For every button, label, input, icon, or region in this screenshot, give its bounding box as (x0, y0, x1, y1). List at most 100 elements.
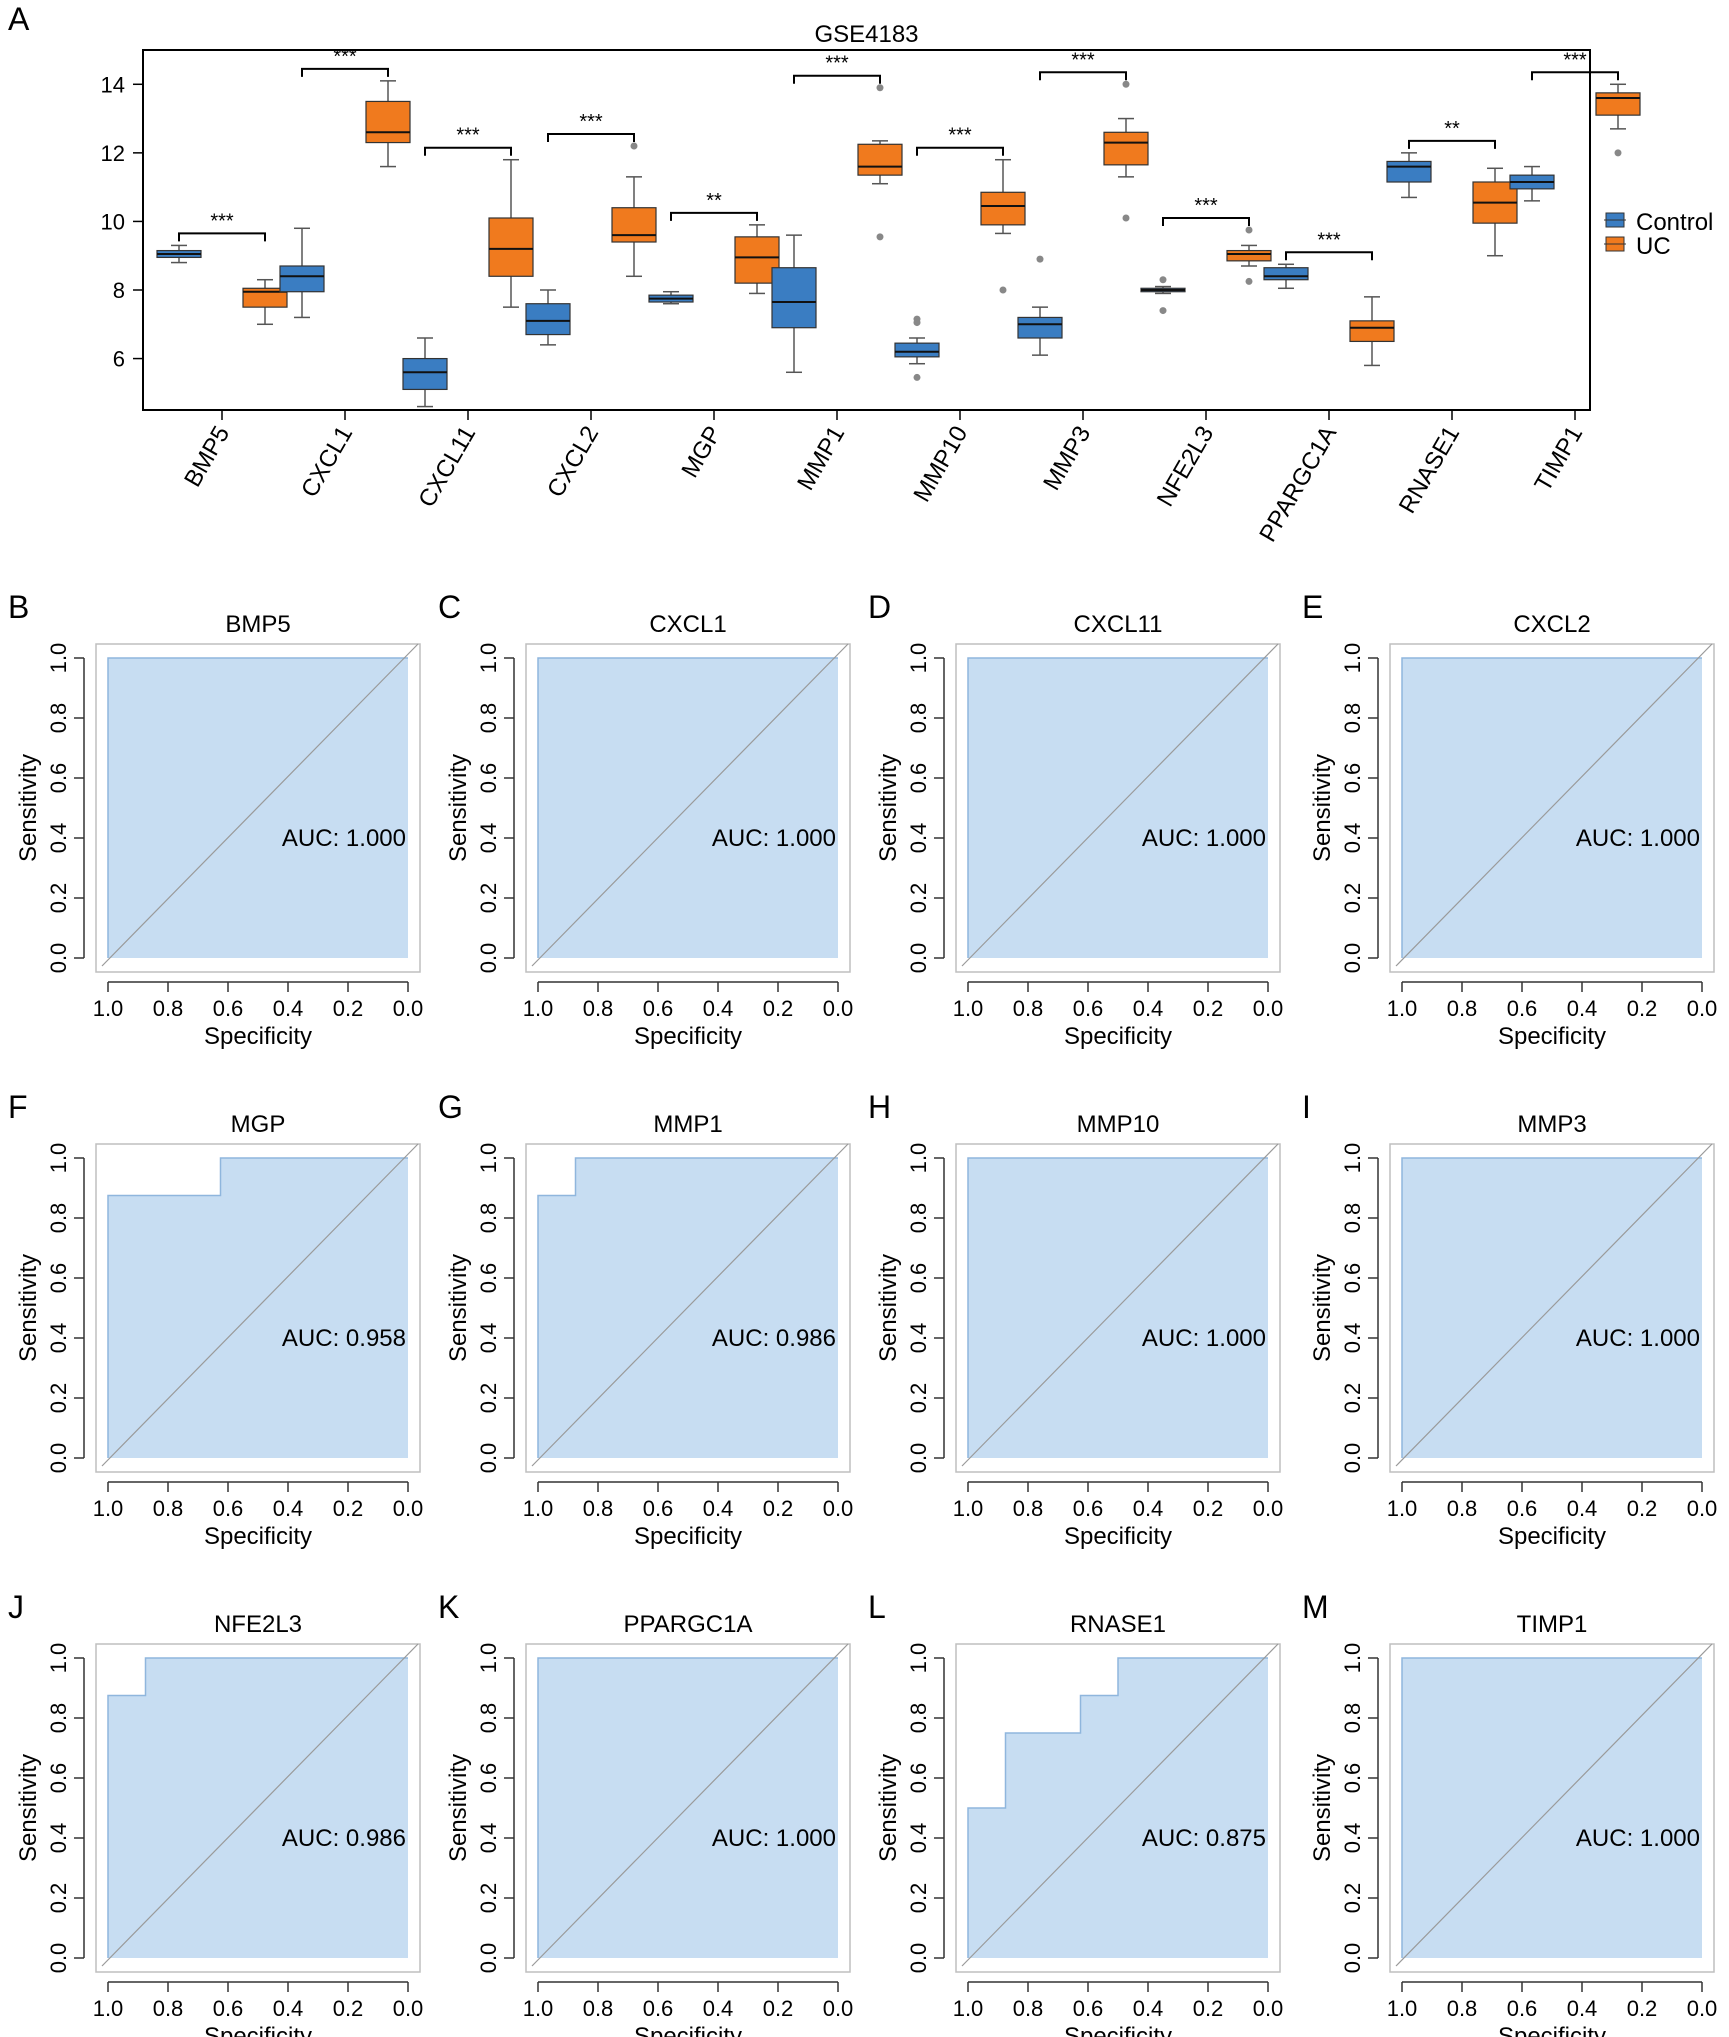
roc-x-tick-label: 0.8 (1013, 996, 1044, 1021)
roc-auc-label: AUC: 0.958 (282, 1325, 406, 1352)
roc-title: TIMP1 (1517, 1611, 1588, 1638)
roc-y-tick-label: 1.0 (476, 1643, 501, 1674)
box-outlier (1122, 80, 1130, 88)
significance-line (301, 67, 389, 77)
roc-auc-label: AUC: 1.000 (712, 1825, 836, 1852)
roc-y-tick-label: 0.2 (1340, 883, 1365, 914)
roc-y-tick-label: 1.0 (46, 643, 71, 674)
roc-panel-MMP3: I MMP3 0.0 0.2 0.4 0.6 0.8 1.0 Sensitivity 1.0 0.8… (1302, 1089, 1717, 1550)
panel-label: I (1302, 1089, 1311, 1125)
roc-x-tick-label: 0.8 (153, 1996, 184, 2021)
x-tick-label: BMP5 (179, 422, 235, 492)
roc-y-tick-label: 0.4 (476, 823, 501, 854)
significance-bracket: *** (1039, 49, 1127, 81)
roc-auc-area (108, 1658, 408, 1958)
roc-frame (525, 1143, 851, 1473)
roc-auc-label: AUC: 1.000 (1142, 825, 1266, 852)
roc-auc-area (108, 658, 408, 958)
roc-y-tick-label: 0.2 (906, 1883, 931, 1914)
roc-x-label: Specificity (1064, 2023, 1172, 2037)
box-control-MMP10 (894, 315, 940, 381)
x-tick-label: CXCL2 (542, 422, 604, 503)
box-iqr (279, 265, 325, 293)
roc-x-tick-label: 0.2 (333, 996, 364, 1021)
significance-bracket: *** (424, 125, 512, 156)
roc-y-label: Sensitivity (1309, 1754, 1336, 1862)
significance-bracket: *** (793, 53, 881, 84)
box-control-CXCL2 (525, 289, 571, 346)
roc-title: MMP1 (653, 1111, 722, 1138)
roc-y-tick-label: 0.0 (906, 1943, 931, 1974)
roc-x-tick-label: 0.0 (823, 1996, 854, 2021)
roc-diagonal (1395, 643, 1713, 967)
roc-x-tick-label: 0.4 (1567, 1996, 1598, 2021)
panel-label-A: A (8, 1, 30, 37)
significance-label: *** (1071, 49, 1095, 71)
roc-y-tick-label: 0.0 (1340, 1443, 1365, 1474)
box-outlier (1614, 149, 1622, 157)
box-iqr (1226, 249, 1272, 262)
roc-y-tick-label: 0.8 (906, 1703, 931, 1734)
roc-x-tick-label: 0.0 (823, 996, 854, 1021)
roc-x-tick-label: 0.2 (763, 1496, 794, 1521)
significance-label: *** (333, 46, 357, 68)
box-iqr (242, 287, 288, 308)
roc-frame (955, 1643, 1281, 1973)
significance-label: *** (579, 111, 603, 133)
y-tick-label: 12 (101, 141, 125, 166)
roc-x-tick-label: 0.0 (1253, 1996, 1284, 2021)
box-uc-BMP5 (242, 278, 288, 326)
roc-y-tick-label: 0.0 (46, 1443, 71, 1474)
box-outlier (1159, 307, 1167, 315)
significance-line (1285, 251, 1373, 261)
roc-title: NFE2L3 (214, 1611, 302, 1638)
roc-x-tick-label: 1.0 (523, 996, 554, 1021)
panel-label: F (8, 1089, 28, 1125)
box-uc-NFE2L3 (1226, 226, 1272, 285)
roc-diagonal (1395, 1643, 1713, 1967)
roc-x-tick-label: 0.8 (1013, 1496, 1044, 1521)
boxplot-title: GSE4183 (814, 21, 918, 48)
significance-line (916, 146, 1004, 156)
box-outlier (876, 233, 884, 241)
roc-y-tick-label: 0.6 (46, 1263, 71, 1294)
roc-auc-label: AUC: 1.000 (1142, 1325, 1266, 1352)
roc-curve (537, 1657, 838, 1958)
roc-panel-BMP5: B BMP5 0.0 0.2 0.4 0.6 0.8 1.0 Sensitivity 1.0 0.8… (8, 589, 423, 1050)
roc-x-label: Specificity (1064, 1523, 1172, 1550)
significance-line (1408, 139, 1496, 149)
roc-diagonal (101, 643, 419, 967)
roc-x-tick-label: 1.0 (953, 996, 984, 1021)
roc-y-tick-label: 0.0 (476, 1443, 501, 1474)
panel-label: G (438, 1089, 463, 1125)
box-iqr (1263, 267, 1309, 281)
roc-y-tick-label: 0.0 (906, 943, 931, 974)
roc-x-tick-label: 1.0 (93, 996, 124, 1021)
roc-x-tick-label: 0.4 (1133, 996, 1164, 1021)
roc-frame (1389, 643, 1715, 973)
legend-label: Control (1636, 209, 1713, 236)
roc-curve (967, 1157, 1268, 1458)
roc-y-tick-label: 0.6 (906, 1263, 931, 1294)
roc-curve (537, 657, 838, 958)
significance-bracket: *** (916, 125, 1004, 156)
roc-y-tick-label: 0.4 (46, 823, 71, 854)
roc-x-tick-label: 0.2 (1627, 1496, 1658, 1521)
roc-x-tick-label: 0.6 (643, 1496, 674, 1521)
roc-x-tick-label: 0.4 (1133, 1996, 1164, 2021)
x-tick-label: MMP1 (792, 422, 850, 496)
roc-x-tick-label: 0.2 (763, 1996, 794, 2021)
legend-label: UC (1636, 233, 1671, 260)
roc-x-tick-label: 1.0 (523, 1996, 554, 2021)
roc-x-tick-label: 0.6 (1073, 1996, 1104, 2021)
roc-y-tick-label: 0.4 (1340, 1823, 1365, 1854)
box-control-MGP (648, 290, 694, 305)
roc-diagonal (961, 643, 1279, 967)
roc-diagonal (961, 1143, 1279, 1467)
boxplot-frame (142, 49, 1591, 411)
roc-y-label: Sensitivity (445, 1254, 472, 1362)
roc-y-tick-label: 0.4 (1340, 823, 1365, 854)
panel-label: E (1302, 589, 1323, 625)
box-outlier (913, 373, 921, 381)
roc-diagonal (101, 1643, 419, 1967)
